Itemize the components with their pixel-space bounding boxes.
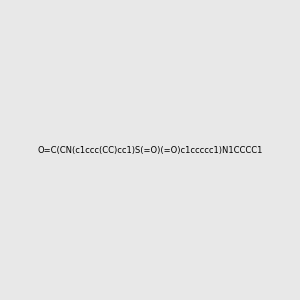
Text: O=C(CN(c1ccc(CC)cc1)S(=O)(=O)c1ccccc1)N1CCCC1: O=C(CN(c1ccc(CC)cc1)S(=O)(=O)c1ccccc1)N1… xyxy=(37,146,263,154)
